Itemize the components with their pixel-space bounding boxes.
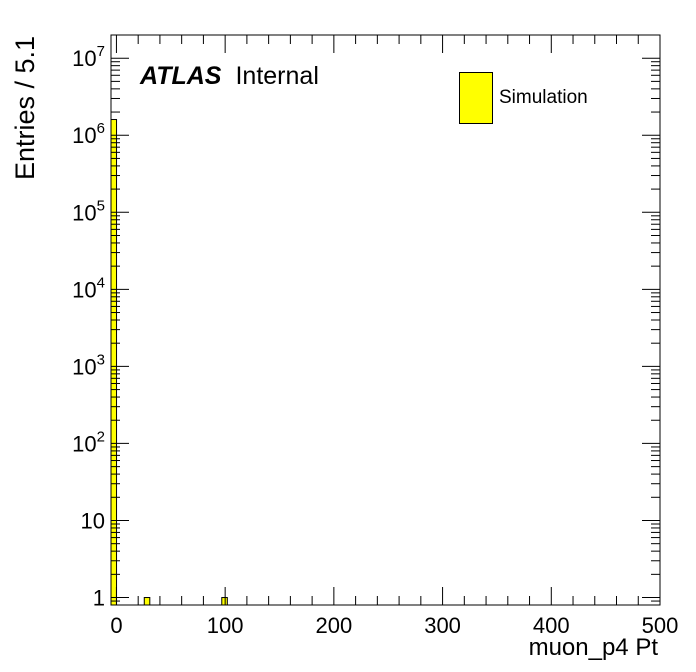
legend-swatch-simulation: [459, 72, 493, 124]
atlas-status-label: Internal: [235, 62, 319, 90]
x-tick-label: 0: [110, 613, 122, 638]
y-axis-label-wrap: Entries / 5.1: [8, 36, 44, 190]
x-tick-label: 300: [424, 613, 461, 638]
y-axis-label: Entries / 5.1: [10, 35, 40, 180]
y-tick-label: 102: [72, 428, 105, 456]
histogram-bars: [110, 119, 228, 606]
axis-tick-labels: 0 100 200 300 400 500 1 10 102 103 104 105 106 107: [72, 43, 678, 638]
atlas-label: ATLAS Internal: [140, 62, 319, 91]
legend-label-simulation: Simulation: [499, 87, 588, 108]
axis-ticks: [111, 34, 661, 606]
y-tick-label: 106: [72, 120, 105, 148]
y-tick-label: 105: [72, 197, 105, 225]
histogram-bar-2: [221, 597, 228, 606]
x-axis-label: muon_p4 Pt: [528, 634, 658, 661]
y-tick-label: 1: [93, 586, 105, 611]
y-tick-label: 10: [81, 508, 105, 533]
x-tick-label: 500: [642, 613, 679, 638]
histogram-bar-1: [143, 597, 151, 606]
y-tick-label: 107: [72, 43, 105, 71]
plot-frame: [110, 34, 661, 606]
y-tick-label: 104: [72, 274, 105, 302]
y-tick-label: 103: [72, 351, 105, 379]
x-tick-label: 400: [533, 613, 570, 638]
x-tick-label: 100: [207, 613, 244, 638]
x-tick-label: 200: [316, 613, 353, 638]
atlas-experiment-label: ATLAS: [140, 62, 222, 90]
